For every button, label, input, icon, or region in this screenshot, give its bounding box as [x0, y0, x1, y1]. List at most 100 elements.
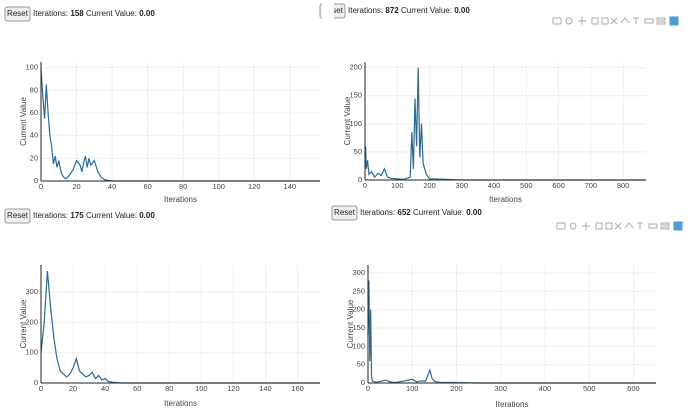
x-axis-title: Iterations — [489, 195, 522, 204]
button-label: Reset — [7, 211, 29, 220]
y-tick-label: 20 — [30, 153, 38, 162]
x-tick-label: 300 — [456, 181, 469, 190]
y-tick-label: 150 — [352, 323, 365, 332]
x-tick-label: 140 — [259, 384, 272, 393]
x-tick-label: 20 — [69, 384, 77, 393]
status-text: Iterations: 872 Current Value: 0.00 — [348, 6, 470, 15]
reset-button[interactable]: Reset — [4, 208, 31, 224]
y-tick-label: 250 — [352, 286, 365, 295]
status-text: Iterations: 158 Current Value: 0.00 — [33, 9, 155, 18]
panel-divider — [322, 0, 334, 24]
iterations-value: 652 — [397, 208, 411, 217]
x-tick-label: 40 — [108, 182, 116, 191]
button-label: Reset — [334, 208, 356, 217]
current-value: 0.00 — [139, 211, 155, 220]
y-tick-label: 300 — [25, 287, 38, 296]
y-tick-label: 150 — [349, 91, 362, 100]
y-axis-title: Current Value — [19, 299, 28, 348]
iterations-label: Iterations: — [360, 208, 395, 217]
x-tick-label: 300 — [494, 384, 507, 393]
y-axis-title: Current Value — [19, 97, 28, 146]
x-tick-label: 0 — [363, 181, 367, 190]
y-tick-label: 200 — [349, 63, 362, 72]
x-tick-label: 160 — [291, 384, 304, 393]
y-axis-title: Current Value — [343, 96, 352, 145]
y-tick-label: 60 — [30, 108, 38, 117]
x-tick-label: 20 — [72, 182, 80, 191]
data-line — [367, 280, 656, 384]
x-tick-label: 60 — [143, 182, 151, 191]
iterations-value: 158 — [70, 9, 84, 18]
modebar-bottom — [556, 221, 683, 231]
status-text: Iterations: 652 Current Value: 0.00 — [360, 208, 482, 217]
x-tick-label: 700 — [585, 181, 598, 190]
x-tick-label: 400 — [488, 181, 501, 190]
value-label: Current Value: — [401, 6, 452, 15]
x-tick-label: 100 — [391, 181, 404, 190]
x-tick-label: 500 — [520, 181, 533, 190]
x-tick-label: 120 — [227, 384, 240, 393]
y-tick-label: 100 — [349, 119, 362, 128]
x-tick-label: 80 — [165, 384, 173, 393]
status-text: Iterations: 175 Current Value: 0.00 — [33, 211, 155, 220]
x-tick-label: 200 — [450, 384, 463, 393]
x-tick-label: 800 — [617, 181, 630, 190]
iterations-label: Iterations: — [348, 6, 383, 15]
y-tick-label: 80 — [30, 85, 38, 94]
modebar-top — [552, 16, 679, 26]
x-tick-label: 120 — [248, 182, 261, 191]
y-tick-label: 50 — [357, 360, 365, 369]
data-line — [364, 67, 646, 181]
y-tick-label: 300 — [352, 268, 365, 277]
y-tick-label: 100 — [25, 348, 38, 357]
y-tick-label: 0 — [34, 378, 38, 387]
x-tick-label: 400 — [539, 384, 552, 393]
x-tick-label: 60 — [133, 384, 141, 393]
data-line — [40, 271, 320, 384]
x-axis-title: Iterations — [164, 399, 197, 408]
button-box — [331, 205, 358, 221]
value-label: Current Value: — [86, 9, 137, 18]
y-tick-label: 0 — [358, 175, 362, 184]
current-value: 0.00 — [139, 9, 155, 18]
x-tick-label: 140 — [284, 182, 297, 191]
y-axis-title: Current Value — [346, 299, 355, 348]
y-tick-label: 40 — [30, 131, 38, 140]
x-tick-label: 600 — [627, 384, 640, 393]
y-tick-label: 100 — [25, 63, 38, 72]
button-box — [4, 6, 31, 22]
reset-button[interactable]: Reset — [331, 205, 358, 221]
iterations-label: Iterations: — [33, 9, 68, 18]
y-tick-label: 0 — [34, 176, 38, 185]
x-tick-label: 200 — [423, 181, 436, 190]
x-tick-label: 0 — [39, 182, 43, 191]
x-tick-label: 40 — [101, 384, 109, 393]
x-tick-label: 500 — [583, 384, 596, 393]
current-value: 0.00 — [466, 208, 482, 217]
y-tick-label: 0 — [361, 378, 365, 387]
x-tick-label: 80 — [179, 182, 187, 191]
reset-button[interactable]: Reset — [4, 6, 31, 22]
button-box — [4, 208, 31, 224]
iterations-label: Iterations: — [33, 211, 68, 220]
iterations-value: 872 — [385, 6, 399, 15]
iterations-value: 175 — [70, 211, 84, 220]
x-tick-label: 0 — [366, 384, 370, 393]
value-label: Current Value: — [413, 208, 464, 217]
x-tick-label: 600 — [552, 181, 565, 190]
x-tick-label: 100 — [195, 384, 208, 393]
current-value: 0.00 — [454, 6, 470, 15]
x-tick-label: 0 — [39, 384, 43, 393]
y-tick-label: 50 — [354, 147, 362, 156]
x-tick-label: 100 — [212, 182, 225, 191]
y-tick-label: 200 — [25, 317, 38, 326]
button-label: Reset — [7, 9, 29, 18]
x-axis-title: Iterations — [496, 400, 529, 409]
y-tick-label: 200 — [352, 305, 365, 314]
x-axis-title: Iterations — [164, 195, 197, 204]
value-label: Current Value: — [86, 211, 137, 220]
data-line — [40, 67, 320, 182]
x-tick-label: 100 — [406, 384, 419, 393]
y-tick-label: 100 — [352, 341, 365, 350]
